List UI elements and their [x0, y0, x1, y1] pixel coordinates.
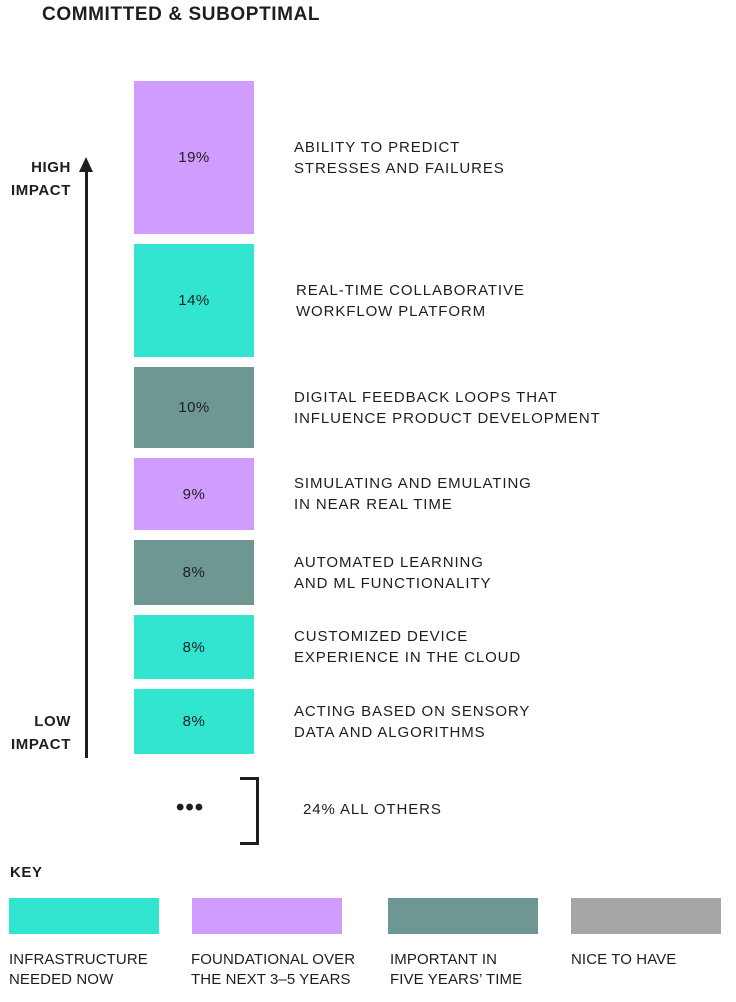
impact-axis-line [85, 170, 88, 758]
legend-title: KEY [10, 864, 43, 881]
others-label: 24% ALL OTHERS [303, 801, 442, 818]
bar-value-label: 19% [178, 149, 210, 167]
legend-swatch [571, 898, 721, 934]
legend-swatch [192, 898, 342, 934]
bar-value-label: 8% [182, 564, 206, 582]
bar-value-label: 14% [178, 292, 210, 310]
bar: 14% [134, 244, 254, 358]
legend-label: IMPORTANT IN FIVE YEARS’ TIME [390, 951, 523, 988]
ellipsis-icon: ••• [176, 794, 205, 821]
bar-value-label: 8% [182, 638, 206, 656]
bar-value-label: 10% [178, 398, 210, 416]
others-bracket [240, 777, 259, 845]
chart-title: COMMITTED & SUBOPTIMAL [42, 4, 321, 25]
bar: 8% [134, 540, 254, 605]
axis-high-impact-label: HIGH IMPACT [11, 159, 71, 199]
legend-swatch [9, 898, 159, 934]
axis-arrow-up-icon [79, 157, 93, 172]
bar: 8% [134, 689, 254, 754]
bar-category-label: ACTING BASED ON SENSORY DATA AND ALGORIT… [294, 702, 531, 741]
bar: 8% [134, 614, 254, 680]
legend-label: INFRASTRUCTURE NEEDED NOW [9, 951, 148, 988]
bar-category-label: REAL-TIME COLLABORATIVE WORKFLOW PLATFOR… [296, 281, 525, 320]
bar: 19% [134, 81, 254, 235]
bar: 9% [134, 457, 254, 531]
bar-category-label: AUTOMATED LEARNING AND ML FUNCTIONALITY [294, 553, 492, 592]
axis-low-impact-label: LOW IMPACT [11, 713, 71, 753]
bar-category-label: CUSTOMIZED DEVICE EXPERIENCE IN THE CLOU… [294, 628, 522, 667]
legend-swatch [388, 898, 538, 934]
bar-category-label: DIGITAL FEEDBACK LOOPS THAT INFLUENCE PR… [294, 388, 601, 427]
legend-label: FOUNDATIONAL OVER THE NEXT 3–5 YEARS [191, 951, 356, 988]
bar-category-label: SIMULATING AND EMULATING IN NEAR REAL TI… [294, 475, 532, 514]
bar-category-label: ABILITY TO PREDICT STRESSES AND FAILURES [294, 138, 505, 177]
bar-value-label: 8% [182, 713, 206, 731]
bar: 10% [134, 367, 254, 448]
legend-label: NICE TO HAVE [571, 951, 677, 968]
bar-value-label: 9% [182, 485, 206, 503]
